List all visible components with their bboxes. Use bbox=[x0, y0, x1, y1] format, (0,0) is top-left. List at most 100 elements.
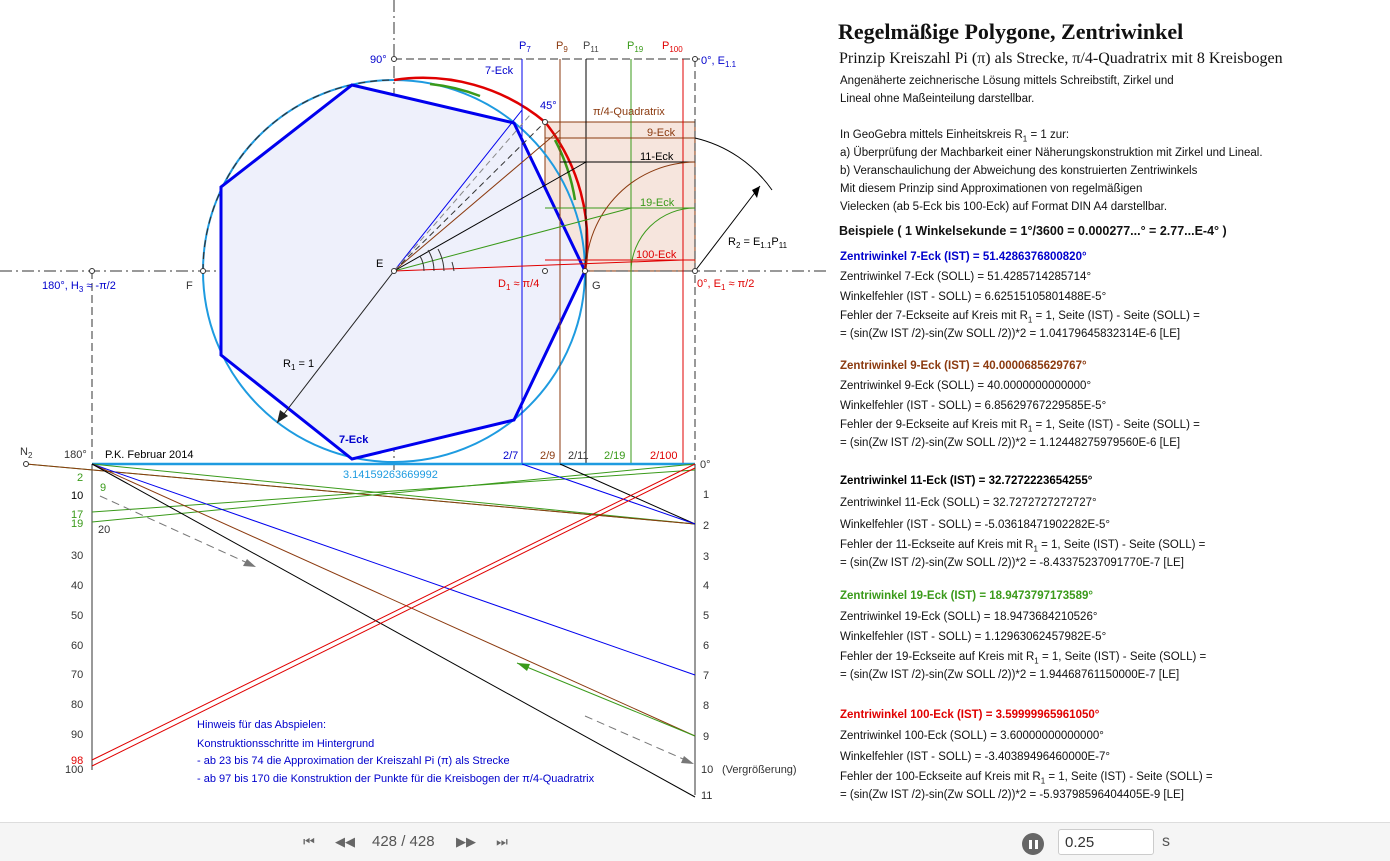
label-d1: D1 ≈ π/4 bbox=[498, 278, 539, 292]
label-quadratrix: π/4-Quadratrix bbox=[593, 106, 665, 118]
block100-soll: Zentriwinkel 100-Eck (SOLL) = 3.60000000… bbox=[840, 730, 1104, 742]
ray-dashed-2 bbox=[393, 114, 531, 272]
hint-title: Hinweis für das Abspielen: bbox=[197, 719, 326, 731]
skip-first-icon[interactable]: ⏮ bbox=[303, 834, 315, 850]
point-E[interactable] bbox=[391, 268, 397, 274]
label-r2: R2 = E1.1P11 bbox=[728, 236, 788, 250]
label-r1: R1 = 1 bbox=[283, 358, 314, 372]
label-vergroesserung: (Vergrößerung) bbox=[722, 764, 797, 776]
geo-line-2: a) Überprüfung der Machbarkeit einer Näh… bbox=[840, 147, 1263, 159]
point-e1[interactable] bbox=[692, 268, 698, 274]
label-f29: 2/9 bbox=[540, 450, 555, 462]
skip-last-icon[interactable]: ⏭ bbox=[496, 834, 508, 850]
r2-arc bbox=[694, 137, 773, 191]
step-back-icon[interactable]: ◀◀ bbox=[335, 834, 355, 850]
label-100eck: 100-Eck bbox=[636, 249, 677, 261]
r2-arrowhead bbox=[752, 186, 760, 198]
ray-r1 bbox=[276, 270, 395, 424]
block9-formel: = (sin(Zw IST /2)-sin(Zw SOLL /2))*2 = 1… bbox=[840, 437, 1181, 449]
geo-line-4: Mit diesem Prinzip sind Approximationen … bbox=[840, 183, 1143, 195]
block7-formel: = (sin(Zw IST /2)-sin(Zw SOLL /2))*2 = 1… bbox=[840, 328, 1181, 340]
block9-soll: Zentriwinkel 9-Eck (SOLL) = 40.000000000… bbox=[840, 380, 1092, 392]
geo-line-3: b) Veranschaulichung der Abweichung des … bbox=[840, 165, 1198, 177]
quadratrix-arc-brown bbox=[585, 161, 696, 272]
label-19eck: 19-Eck bbox=[640, 197, 675, 209]
point-n2[interactable] bbox=[23, 461, 29, 467]
point-F[interactable] bbox=[200, 268, 206, 274]
label-90: 90° bbox=[370, 54, 387, 66]
left-tick-98: 98 bbox=[71, 755, 83, 767]
right-tick-2: 2 bbox=[703, 520, 709, 532]
dashed-arrow-1 bbox=[99, 495, 253, 566]
fan-blue-2 bbox=[521, 463, 696, 525]
step-forward-icon[interactable]: ▶▶ bbox=[456, 834, 476, 850]
block19-ist: Zentriwinkel 19-Eck (IST) = 18.947379717… bbox=[840, 590, 1093, 602]
left-tick-2: 2 bbox=[77, 472, 83, 484]
right-tick-3: 3 bbox=[703, 551, 709, 563]
heptagon bbox=[219, 83, 587, 461]
block11-ist: Zentriwinkel 11-Eck (IST) = 32.727222365… bbox=[840, 475, 1093, 487]
construction-canvas[interactable]: 90° 0°, E1.1 P7 P9 P11 P19 P100 7-Eck 45… bbox=[0, 0, 830, 822]
label-p9: P9 bbox=[556, 40, 568, 54]
left-tick-9: 9 bbox=[100, 482, 106, 494]
hint-line-1: Konstruktionsschritte im Hintergrund bbox=[197, 738, 374, 750]
dashed-arrow-2 bbox=[584, 715, 691, 763]
label-180b: 180° bbox=[64, 449, 87, 461]
label-45: 45° bbox=[540, 100, 557, 112]
right-tick-11: 11 bbox=[701, 790, 712, 802]
block11-soll: Zentriwinkel 11-Eck (SOLL) = 32.72727272… bbox=[840, 497, 1097, 509]
block19-formel: = (sin(Zw IST /2)-sin(Zw SOLL /2))*2 = 1… bbox=[840, 669, 1180, 681]
ray-100 bbox=[393, 259, 684, 272]
pause-icon[interactable] bbox=[1022, 833, 1044, 855]
dashed-arrowhead-1 bbox=[243, 559, 256, 567]
r1-arrowhead bbox=[277, 410, 288, 423]
intro-line-1: Angenäherte zeichnerische Lösung mittels… bbox=[840, 75, 1174, 87]
left-tick-70: 70 bbox=[71, 669, 83, 681]
fan-green-2 bbox=[91, 463, 696, 525]
hint-line-2: - ab 23 bis 74 die Approximation der Kre… bbox=[197, 755, 510, 767]
block7-ist: Zentriwinkel 7-Eck (IST) = 51.4286376800… bbox=[840, 251, 1087, 263]
right-tick-9: 9 bbox=[703, 731, 709, 743]
label-180-h3: 180°, H3 ≈ -π/2 bbox=[42, 280, 116, 294]
point-45[interactable] bbox=[542, 119, 548, 125]
point-d1[interactable] bbox=[542, 268, 548, 274]
left-tick-80: 80 bbox=[71, 699, 83, 711]
label-deg0: 0° bbox=[700, 459, 711, 471]
fan-green-5 bbox=[516, 662, 696, 737]
label-11eck: 11-Eck bbox=[640, 151, 674, 163]
label-f211: 2/11 bbox=[568, 450, 589, 462]
fan-black-1 bbox=[91, 463, 696, 798]
step-counter: 428 / 428 bbox=[372, 833, 435, 850]
fan-black-2 bbox=[559, 463, 696, 525]
block7-fehler: Winkelfehler (IST - SOLL) = 6.6251510580… bbox=[840, 291, 1107, 303]
fan-blue bbox=[91, 463, 696, 676]
label-f2100: 2/100 bbox=[650, 450, 678, 462]
block7-seite: Fehler der 7-Eckseite auf Kreis mit R1 =… bbox=[840, 310, 1200, 325]
label-pk: P.K. Februar 2014 bbox=[105, 449, 193, 461]
left-tick-100: 100 bbox=[65, 764, 83, 776]
right-arc-red bbox=[544, 121, 589, 272]
dashed-arrowhead-2 bbox=[681, 756, 694, 764]
angle-arcs bbox=[419, 248, 455, 272]
label-n2: N2 bbox=[20, 446, 33, 460]
point-G[interactable] bbox=[582, 268, 588, 274]
ray-9 bbox=[393, 129, 561, 272]
point-e11[interactable] bbox=[692, 56, 698, 62]
fan-red-2 bbox=[91, 467, 696, 767]
block100-ist: Zentriwinkel 100-Eck (IST) = 3.599999659… bbox=[840, 709, 1100, 721]
right-tick-5: 5 bbox=[703, 610, 709, 622]
beispiele-heading: Beispiele ( 1 Winkelsekunde = 1°/3600 = … bbox=[839, 224, 1227, 238]
label-G: G bbox=[592, 280, 601, 292]
label-0-e11: 0°, E1.1 bbox=[701, 55, 737, 69]
speed-input[interactable] bbox=[1058, 829, 1154, 855]
label-7eck-top: 7-Eck bbox=[485, 65, 514, 77]
block19-fehler: Winkelfehler (IST - SOLL) = 1.1296306245… bbox=[840, 631, 1107, 643]
r2-line bbox=[694, 185, 761, 272]
left-tick-50: 50 bbox=[71, 610, 83, 622]
right-arc-green bbox=[553, 139, 577, 201]
quadratrix-arc-green bbox=[630, 207, 696, 272]
point-h3[interactable] bbox=[89, 268, 95, 274]
geo-line-1: In GeoGebra mittels Einheitskreis R1 = 1… bbox=[840, 129, 1070, 144]
point-90[interactable] bbox=[391, 56, 397, 62]
block11-fehler: Winkelfehler (IST - SOLL) = -5.036184719… bbox=[840, 519, 1110, 531]
